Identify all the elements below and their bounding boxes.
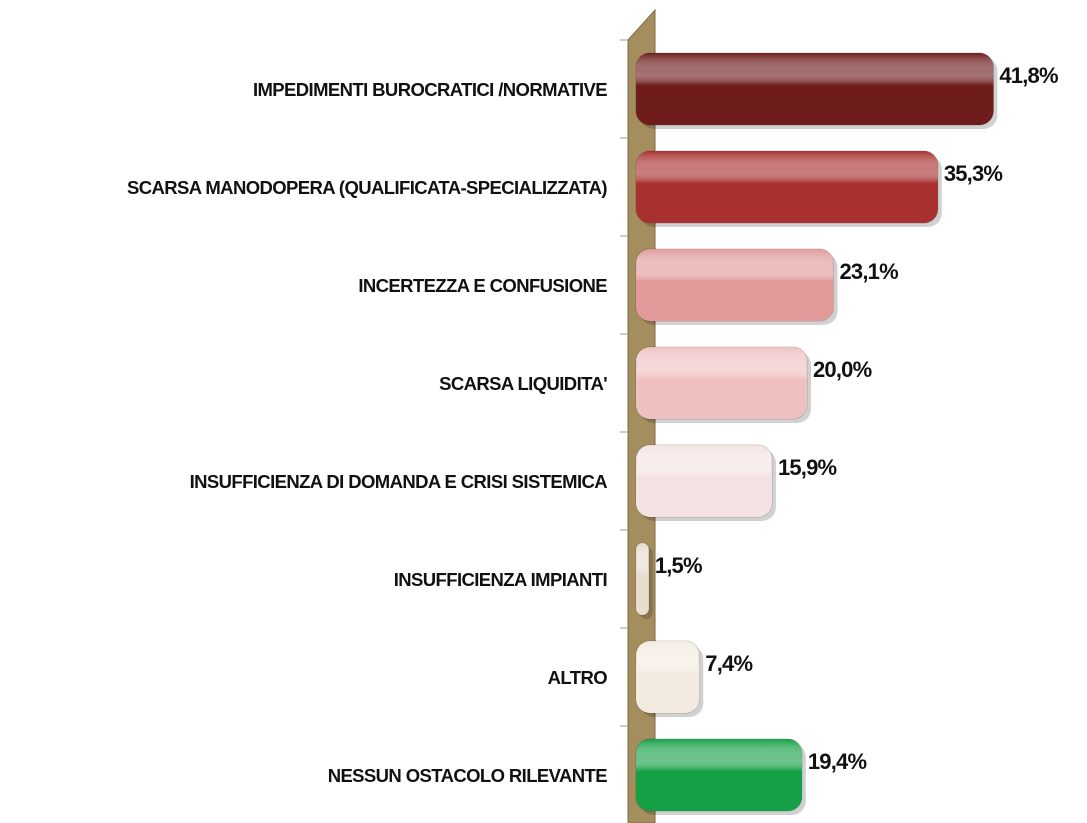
value-label: 20,0% [813,357,872,382]
bar-shine [636,641,700,713]
category-label: INSUFFICIENZA IMPIANTI [394,569,607,590]
category-label: SCARSA LIQUIDITA' [439,373,607,394]
category-label: ALTRO [548,667,608,688]
value-label: 41,8% [999,63,1058,88]
value-label: 19,4% [808,749,867,774]
value-label: 1,5% [655,553,702,578]
category-label: NESSUN OSTACOLO RILEVANTE [328,765,608,786]
bar-shine [636,445,772,517]
bar-shine [636,151,938,223]
category-label: IMPEDIMENTI BUROCRATICI /NORMATIVE [253,79,607,100]
category-label: SCARSA MANODOPERA (QUALIFICATA-SPECIALIZ… [127,177,607,198]
row-ticks [620,39,628,727]
bar-shine [636,543,649,615]
value-label: 7,4% [705,651,752,676]
bar-shine [636,53,994,125]
bar-shine [636,347,807,419]
value-label: 35,3% [944,161,1003,186]
category-label: INSUFFICIENZA DI DOMANDA E CRISI SISTEMI… [190,471,608,492]
category-label: INCERTEZZA E CONFUSIONE [358,275,607,296]
value-label: 15,9% [778,455,837,480]
bar-shine [636,739,802,811]
bar-shine [636,249,834,321]
value-label: 23,1% [840,259,899,284]
